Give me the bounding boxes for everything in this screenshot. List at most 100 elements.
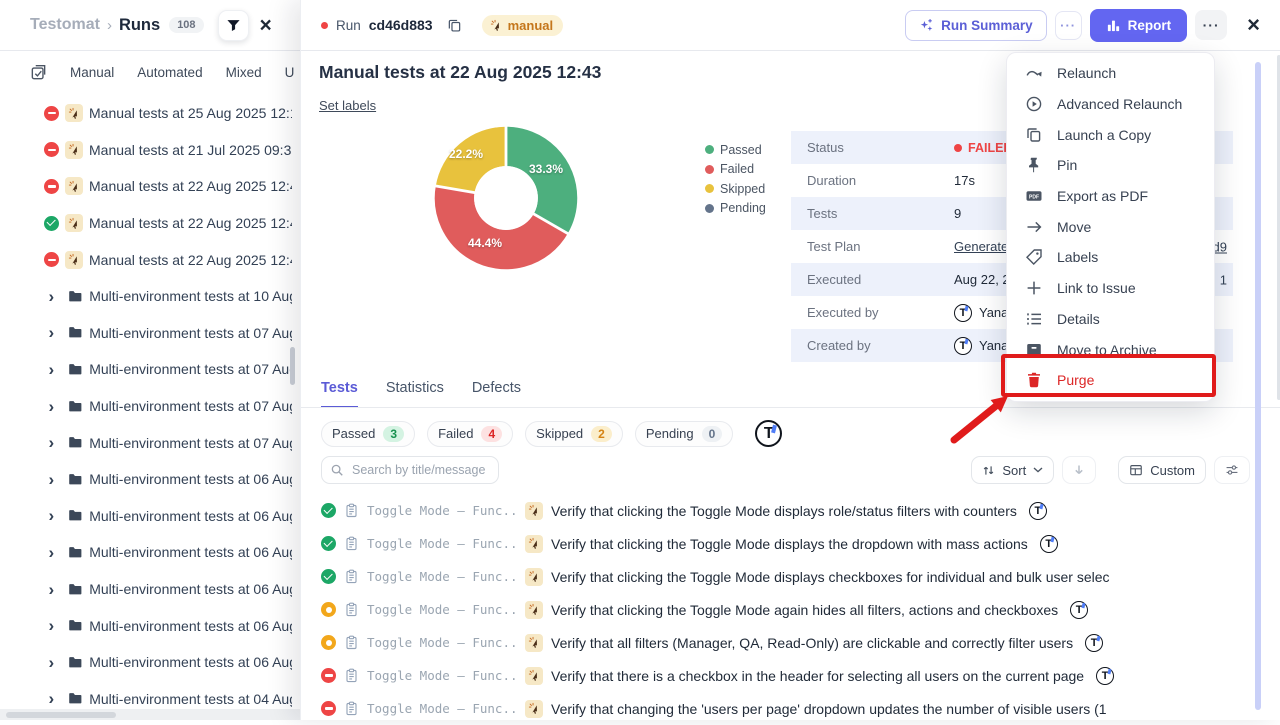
chevron-right-icon[interactable]: › xyxy=(48,652,55,672)
sidebar-item-folder[interactable]: › Multi-environment tests at 06 Aug xyxy=(0,571,300,608)
sidebar-item-folder[interactable]: › Multi-environment tests at 06 Aug xyxy=(0,498,300,535)
more-actions-button[interactable]: ··· xyxy=(1195,10,1228,40)
custom-label: Custom xyxy=(1150,462,1195,478)
sidebar-item-run[interactable]: Manual tests at 25 Aug 2025 12:1 xyxy=(0,95,300,132)
pin-icon xyxy=(1025,156,1043,174)
copy-run-id-button[interactable] xyxy=(447,18,462,33)
sidebar-vertical-scrollbar[interactable] xyxy=(290,347,295,385)
menu-item-link-to-issue[interactable]: Link to Issue xyxy=(1007,273,1214,304)
sort-button[interactable]: Sort xyxy=(971,456,1055,484)
tab-tests[interactable]: Tests xyxy=(321,380,358,408)
folder-icon xyxy=(67,691,84,706)
filter-passed[interactable]: Passed 3 xyxy=(321,420,416,447)
manual-test-icon xyxy=(525,534,543,553)
menu-item-pin[interactable]: Pin xyxy=(1007,150,1214,181)
panel-header-divider xyxy=(301,50,1280,51)
search-input[interactable] xyxy=(321,456,499,484)
filter-button[interactable] xyxy=(217,9,249,41)
chevron-right-icon[interactable]: › xyxy=(48,506,55,526)
menu-item-purge[interactable]: Purge xyxy=(1007,365,1214,396)
test-row[interactable]: Toggle Mode — Func... Verify that all fi… xyxy=(321,626,1280,659)
menu-item-labels[interactable]: Labels xyxy=(1007,242,1214,273)
run-summary-button[interactable]: Run Summary xyxy=(905,9,1047,41)
report-button[interactable]: Report xyxy=(1089,8,1188,42)
clipboard-icon xyxy=(344,536,359,551)
test-row[interactable]: Toggle Mode — Func... Verify that changi… xyxy=(321,692,1280,725)
close-panel-button[interactable]: × xyxy=(1247,12,1260,37)
test-row[interactable]: Toggle Mode — Func... Verify that clicki… xyxy=(321,560,1280,593)
tab-automated[interactable]: Automated xyxy=(137,65,203,80)
breadcrumb-app[interactable]: Testomat xyxy=(30,16,100,33)
custom-view-button[interactable]: Custom xyxy=(1118,456,1206,484)
test-row[interactable]: Toggle Mode — Func... Verify that clicki… xyxy=(321,593,1280,626)
sidebar-item-run[interactable]: Manual tests at 22 Aug 2025 12:4 xyxy=(0,168,300,205)
chevron-right-icon[interactable]: › xyxy=(48,323,55,343)
display-settings-button[interactable] xyxy=(1214,456,1250,484)
menu-item-launch-a-copy[interactable]: Launch a Copy xyxy=(1007,119,1214,150)
menu-item-advanced-relaunch[interactable]: Advanced Relaunch xyxy=(1007,89,1214,120)
tab-defects[interactable]: Defects xyxy=(471,380,521,396)
menu-item-details[interactable]: Details xyxy=(1007,304,1214,335)
chevron-right-icon[interactable]: › xyxy=(48,616,55,636)
passed-status-icon xyxy=(44,215,59,231)
sort-direction-button[interactable] xyxy=(1062,456,1097,484)
filter-pending[interactable]: Pending 0 xyxy=(634,420,734,447)
filter-close-button[interactable]: × xyxy=(259,13,272,37)
failed-status-icon xyxy=(44,252,59,268)
filter-skipped[interactable]: Skipped 2 xyxy=(525,420,623,447)
chevron-right-icon[interactable]: › xyxy=(48,286,55,306)
tab-mixed[interactable]: Mixed xyxy=(225,65,262,80)
folder-title: Multi-environment tests at 06 Aug xyxy=(89,544,292,561)
window-scrollbar[interactable] xyxy=(1277,55,1280,400)
menu-item-move[interactable]: Move xyxy=(1007,211,1214,242)
sidebar-item-folder[interactable]: › Multi-environment tests at 07 Aug xyxy=(0,388,300,425)
set-labels-link[interactable]: Set labels xyxy=(319,98,377,113)
sidebar-item-folder[interactable]: › Multi-environment tests at 06 Aug xyxy=(0,644,300,681)
run-header: Run cd46d883 manual Run Summary ··· Repo… xyxy=(301,0,1280,50)
sidebar-horizontal-scrollbar[interactable] xyxy=(0,709,300,720)
sidebar-item-folder[interactable]: › Multi-environment tests at 06 Aug xyxy=(0,534,300,571)
slice-label-failed: 44.4% xyxy=(467,236,503,250)
run-summary-more-button[interactable]: ··· xyxy=(1054,10,1082,40)
skipped-status-icon xyxy=(321,602,336,617)
chevron-right-icon[interactable]: › xyxy=(48,396,55,416)
sidebar-item-folder[interactable]: › Multi-environment tests at 10 Aug xyxy=(0,278,300,315)
manual-label-badge[interactable]: manual xyxy=(481,14,564,36)
chevron-right-icon[interactable]: › xyxy=(48,579,55,599)
test-title: Verify that clicking the Toggle Mode aga… xyxy=(551,601,1059,618)
chevron-right-icon[interactable]: › xyxy=(48,689,55,709)
breadcrumb-section[interactable]: Runs xyxy=(118,15,161,34)
results-donut-chart: 33.3% 44.4% 22.2% xyxy=(431,123,581,273)
tab-statistics[interactable]: Statistics xyxy=(385,380,444,396)
select-all-icon[interactable] xyxy=(30,64,47,81)
folder-icon xyxy=(67,435,84,450)
sidebar-item-folder[interactable]: › Multi-environment tests at 04 Aug xyxy=(0,681,300,710)
testomat-logo-filter-button[interactable] xyxy=(755,420,783,447)
sparkles-icon xyxy=(919,18,934,33)
tab-unlabeled-truncated[interactable]: U xyxy=(284,65,295,80)
menu-item-export-as-pdf[interactable]: Export as PDF xyxy=(1007,181,1214,212)
sidebar-item-run[interactable]: Manual tests at 21 Jul 2025 09:39 xyxy=(0,132,300,169)
sidebar-item-folder[interactable]: › Multi-environment tests at 06 Aug xyxy=(0,607,300,644)
panel-scrollbar[interactable] xyxy=(1255,62,1261,710)
chevron-right-icon[interactable]: › xyxy=(48,469,55,489)
sidebar-item-folder[interactable]: › Multi-environment tests at 07 Aug xyxy=(0,315,300,352)
test-row[interactable]: Toggle Mode — Func... Verify that clicki… xyxy=(321,527,1280,560)
test-row[interactable]: Toggle Mode — Func... Verify that clicki… xyxy=(321,494,1280,527)
tab-manual[interactable]: Manual xyxy=(70,65,115,80)
chevron-right-icon[interactable]: › xyxy=(48,542,55,562)
run-title: Manual tests at 22 Aug 2025 12:4 xyxy=(89,251,292,268)
folder-title: Multi-environment tests at 07 Aug xyxy=(89,324,292,341)
filter-failed[interactable]: Failed 4 xyxy=(427,420,514,447)
sidebar-item-run[interactable]: Manual tests at 22 Aug 2025 12:4 xyxy=(0,205,300,242)
test-plan-link[interactable]: Generate xyxy=(954,239,1009,254)
test-row[interactable]: Toggle Mode — Func... Verify that there … xyxy=(321,659,1280,692)
sidebar-item-folder[interactable]: › Multi-environment tests at 07 Aug xyxy=(0,351,300,388)
chevron-right-icon[interactable]: › xyxy=(48,433,55,453)
menu-item-relaunch[interactable]: Relaunch xyxy=(1007,58,1214,89)
sidebar-item-folder[interactable]: › Multi-environment tests at 07 Aug xyxy=(0,424,300,461)
menu-item-move-to-archive[interactable]: Move to Archive xyxy=(1007,334,1214,365)
chevron-right-icon[interactable]: › xyxy=(48,359,55,379)
sidebar-item-folder[interactable]: › Multi-environment tests at 06 Aug xyxy=(0,461,300,498)
sidebar-item-run[interactable]: Manual tests at 22 Aug 2025 12:4 xyxy=(0,241,300,278)
